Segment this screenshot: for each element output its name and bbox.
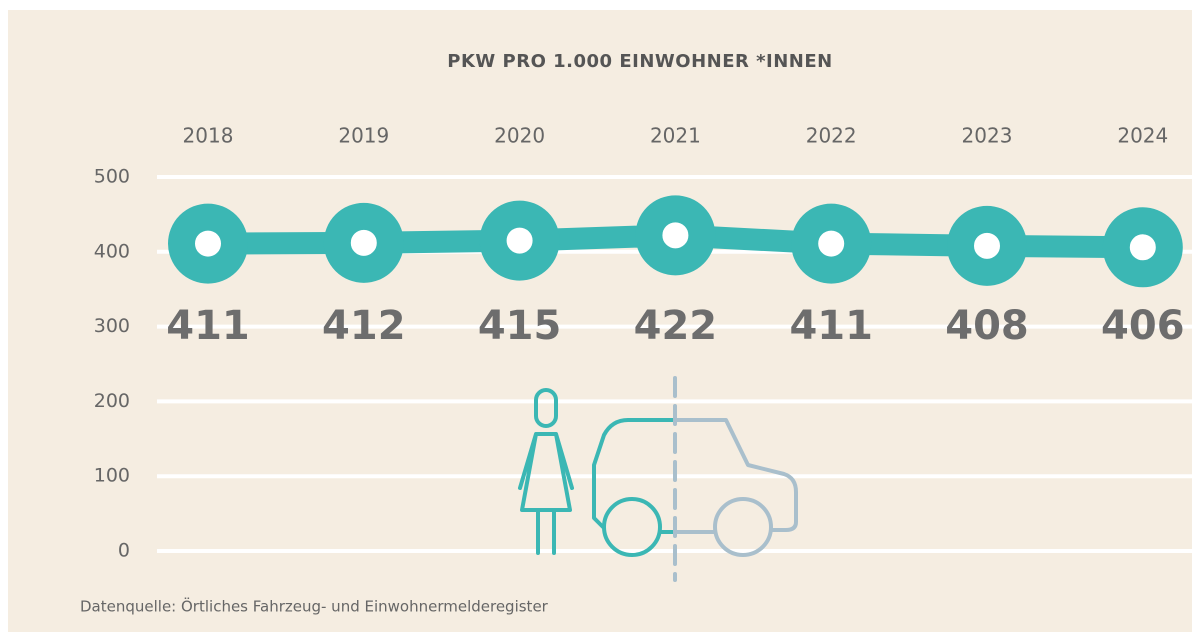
y-tick-label: 300	[94, 315, 130, 337]
data-label: 406	[1101, 303, 1185, 349]
x-tick-label: 2018	[183, 124, 234, 148]
data-label: 408	[945, 303, 1029, 349]
car-left	[592, 418, 678, 529]
illustration	[518, 376, 798, 582]
panel	[8, 10, 1192, 632]
x-tick-label: 2022	[806, 124, 857, 148]
marks: 411 412 415 422 411 408 406	[166, 195, 1185, 349]
y-tick-label: 200	[94, 390, 130, 412]
person-head	[534, 388, 558, 428]
point	[791, 203, 872, 284]
chart-title: PKW PRO 1.000 EINWOHNER *INNEN	[447, 51, 832, 72]
point	[168, 203, 248, 284]
x-tick-label: 2021	[650, 124, 701, 148]
x-tick-label: 2019	[338, 124, 389, 148]
x-tick-label: 2020	[494, 124, 545, 148]
point	[323, 202, 404, 283]
y-tick-label: 400	[94, 240, 130, 262]
y-tick-label: 500	[94, 166, 130, 188]
data-label: 412	[322, 303, 406, 349]
data-label: 411	[789, 303, 873, 349]
car-right	[674, 418, 798, 534]
point	[947, 205, 1027, 286]
y-tick-label: 0	[118, 540, 130, 562]
x-tick-label: 2024	[1117, 124, 1168, 148]
point	[479, 200, 560, 281]
data-label: 411	[166, 303, 250, 349]
data-label: 415	[478, 303, 562, 349]
source-note: Datenquelle: Örtliches Fahrzeug- und Ein…	[80, 597, 549, 616]
car-wheel	[602, 497, 662, 557]
data-label: 422	[634, 303, 718, 349]
person-body	[518, 432, 574, 555]
y-tick-label: 100	[94, 465, 130, 487]
point	[635, 195, 716, 276]
x-tick-label: 2023	[962, 124, 1013, 148]
car-wheel	[713, 497, 773, 557]
point	[1102, 207, 1183, 288]
